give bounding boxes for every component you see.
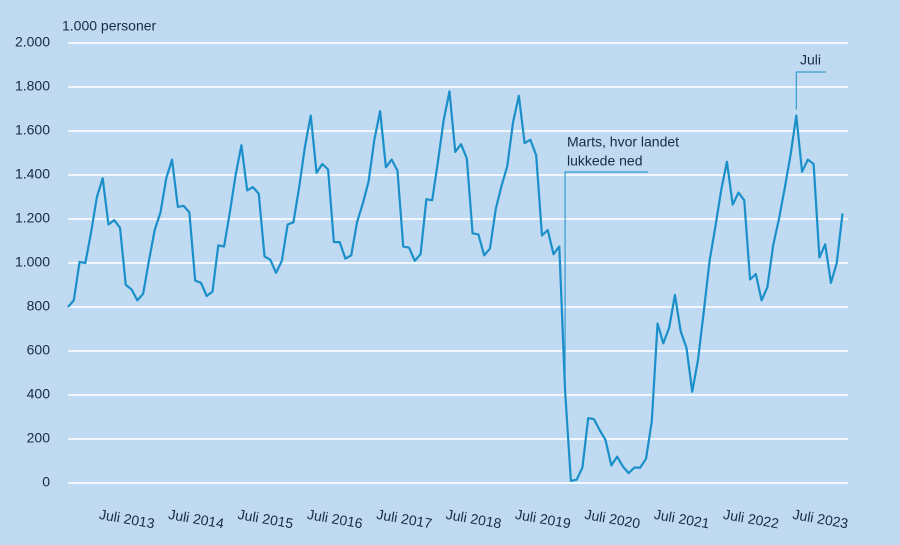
y-tick-label: 200: [27, 430, 51, 446]
annotation-text: Marts, hvor landet: [567, 134, 679, 150]
annotation-leader: [795, 71, 826, 110]
annotation-text: lukkede ned: [567, 153, 643, 169]
data-line: [67, 90, 844, 482]
y-tick-label: 1.000: [15, 254, 50, 270]
y-tick-label: 1.800: [15, 78, 50, 94]
y-tick-label: 1.200: [15, 210, 50, 226]
y-tick-label: 600: [27, 342, 51, 358]
annotation-leader: [564, 171, 648, 391]
y-tick-label: 800: [27, 298, 51, 314]
y-tick-label: 1.400: [15, 166, 50, 182]
y-tick-label: 0: [42, 474, 50, 490]
annotation-text: Juli: [800, 52, 821, 68]
y-tick-label: 2.000: [15, 34, 50, 50]
y-unit-label: 1.000 personer: [62, 18, 157, 34]
y-tick-label: 400: [27, 386, 51, 402]
y-tick-label: 1.600: [15, 122, 50, 138]
